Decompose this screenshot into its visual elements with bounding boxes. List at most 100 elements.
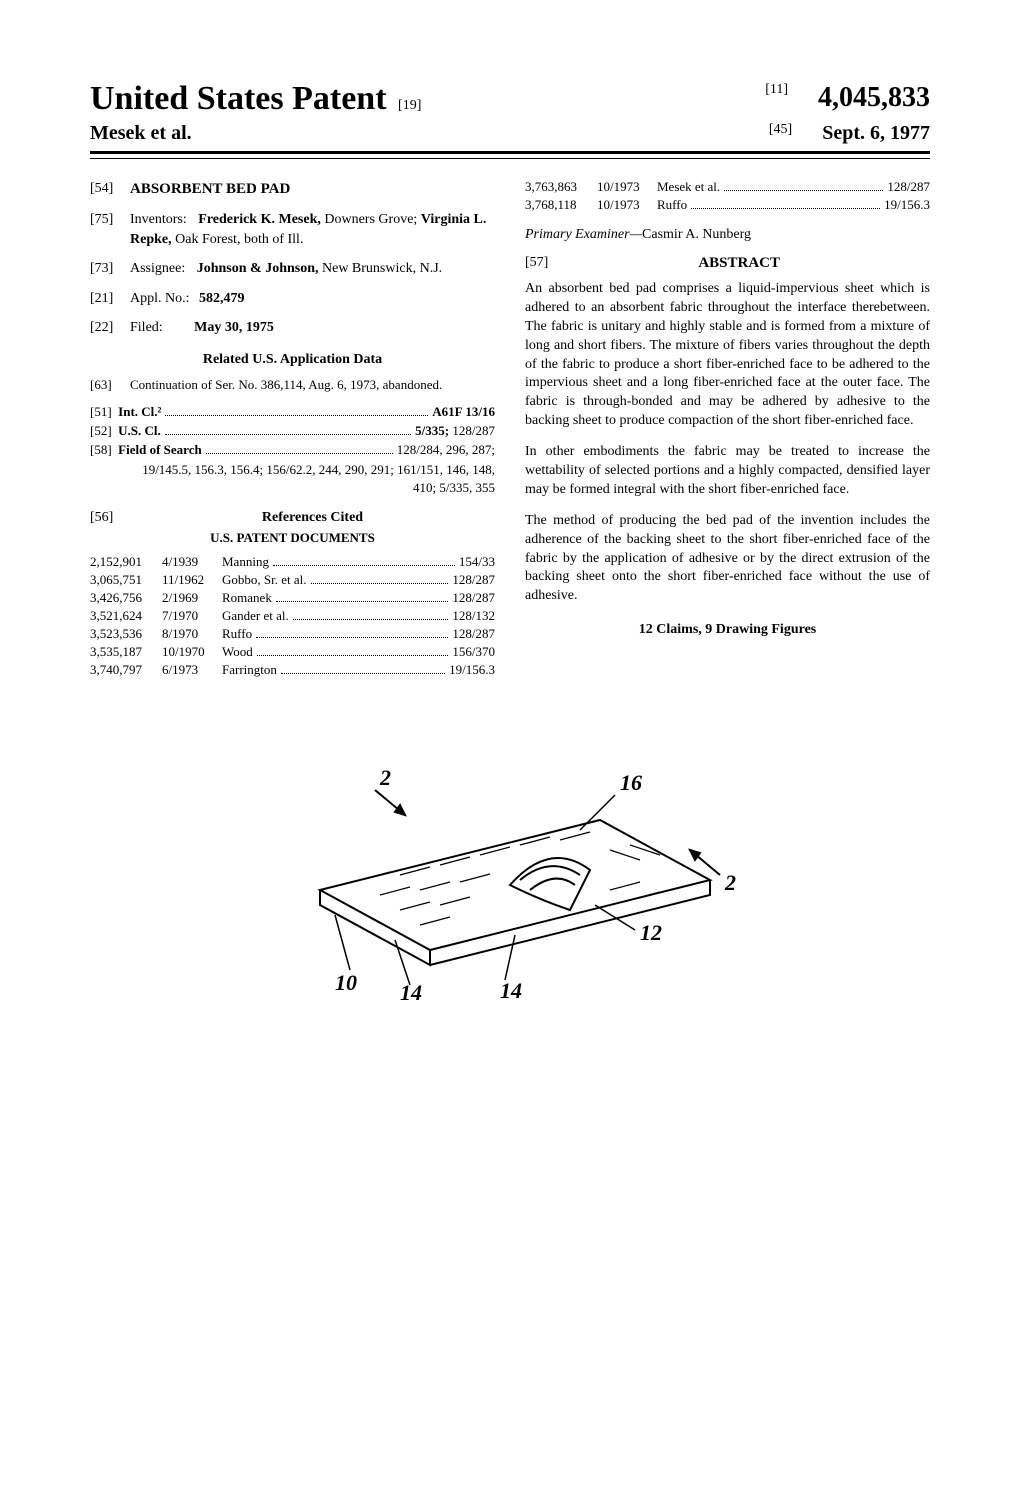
ref-date: 4/1939 <box>162 554 222 570</box>
examiner: Primary Examiner—Casmir A. Nunberg <box>525 227 930 243</box>
field-51: [51] Int. Cl.² A61F 13/16 <box>90 404 495 420</box>
field-label: U.S. Cl. <box>118 423 161 438</box>
field-code: [52] <box>90 423 112 438</box>
related-heading: Related U.S. Application Data <box>90 352 495 368</box>
field-73: [73] Assignee: Johnson & Johnson, New Br… <box>90 259 495 279</box>
ref-date: 6/1973 <box>162 662 222 678</box>
related-text: Continuation of Ser. No. 386,114, Aug. 6… <box>130 376 495 394</box>
abstract-para-2: In other embodiments the fabric may be t… <box>525 443 930 500</box>
ref-date: 7/1970 <box>162 608 222 624</box>
patent-number: 4,045,833 <box>818 82 930 114</box>
ref-date: 10/1973 <box>597 179 657 195</box>
ref-class: 128/287 <box>452 590 495 606</box>
ref-name: Farrington <box>222 662 277 678</box>
field-code: [22] <box>90 318 130 338</box>
top-refs: 3,763,86310/1973Mesek et al. 128/287 3,768… <box>525 179 930 213</box>
us-cl-value: 5/335; 128/287 <box>415 423 495 439</box>
left-column: [54] ABSORBENT BED PAD [75] Inventors: F… <box>90 179 495 680</box>
fig-label-2a: 2 <box>379 765 391 790</box>
field-52: [52] U.S. Cl. 5/335; 128/287 <box>90 423 495 439</box>
abstract-heading: ABSTRACT <box>698 255 780 271</box>
field-label: Assignee: <box>130 261 185 276</box>
divider <box>90 158 930 159</box>
ref-class: 128/132 <box>452 608 495 624</box>
ref-class: 154/33 <box>459 554 495 570</box>
fig-label-12: 12 <box>640 920 662 945</box>
ref-class: 128/287 <box>887 179 930 195</box>
field-label: Inventors: <box>130 212 187 227</box>
filed-value: May 30, 1975 <box>194 320 274 335</box>
ref-name: Gander et al. <box>222 608 289 624</box>
field-22: [22] Filed: May 30, 1975 <box>90 318 495 338</box>
field-label: Filed: <box>130 320 163 335</box>
patent-date: Sept. 6, 1977 <box>822 122 930 145</box>
field-54: [54] ABSORBENT BED PAD <box>90 179 495 200</box>
abstract-header: [57] ABSTRACT <box>525 255 930 272</box>
refs-subheading: U.S. PATENT DOCUMENTS <box>90 530 495 546</box>
patent-figure: 2 16 2 12 10 14 14 <box>260 740 760 1000</box>
fig-label-14b: 14 <box>500 978 522 1000</box>
int-cl-value: A61F 13/16 <box>432 404 495 420</box>
examiner-label: Primary Examiner— <box>525 227 642 242</box>
ref-class: 128/287 <box>452 572 495 588</box>
field-58: [58] Field of Search 128/284, 296, 287; <box>90 442 495 458</box>
header-right: [11] 4,045,833 [45] Sept. 6, 1977 <box>765 82 930 145</box>
reference-row: 3,768,11810/1973Ruffo19/156.3 <box>525 197 930 213</box>
ref-name: Wood <box>222 644 253 660</box>
field-label: Field of Search <box>118 442 202 457</box>
ref-date: 2/1969 <box>162 590 222 606</box>
field-code: [73] <box>90 259 130 279</box>
ref-name: Ruffo <box>222 626 252 642</box>
num-code: [11] <box>765 82 788 114</box>
ref-class: 128/287 <box>452 626 495 642</box>
fig-label-14a: 14 <box>400 980 422 1000</box>
reference-row: 3,521,6247/1970Gander et al. 128/132 <box>90 608 495 624</box>
examiner-name: Casmir A. Nunberg <box>642 227 751 242</box>
field-code: [63] <box>90 376 130 394</box>
ref-num: 3,426,756 <box>90 590 162 606</box>
ref-num: 2,152,901 <box>90 554 162 570</box>
ref-num: 3,740,797 <box>90 662 162 678</box>
refs-heading: References Cited <box>262 510 363 525</box>
ref-name: Manning <box>222 554 269 570</box>
appl-no: Appl. No.: 582,479 <box>130 289 495 309</box>
fos-value: 128/284, 296, 287; <box>397 442 495 458</box>
invention-title: ABSORBENT BED PAD <box>130 179 495 200</box>
field-label: Appl. No.: <box>130 291 190 306</box>
ref-name: Mesek et al. <box>657 179 720 195</box>
abstract-para-1: An absorbent bed pad comprises a liquid-… <box>525 280 930 431</box>
field-code: [21] <box>90 289 130 309</box>
reference-row: 3,535,18710/1970Wood156/370 <box>90 644 495 660</box>
field-63: [63] Continuation of Ser. No. 386,114, A… <box>90 376 495 394</box>
field-code: [51] <box>90 404 112 419</box>
main-columns: [54] ABSORBENT BED PAD [75] Inventors: F… <box>90 179 930 680</box>
ref-date: 11/1962 <box>162 572 222 588</box>
authors: Mesek et al. <box>90 122 421 145</box>
header-left: United States Patent [19] Mesek et al. <box>90 80 421 145</box>
field-code: [75] <box>90 210 130 249</box>
field-21: [21] Appl. No.: 582,479 <box>90 289 495 309</box>
claims-line: 12 Claims, 9 Drawing Figures <box>525 622 930 638</box>
ref-num: 3,763,863 <box>525 179 597 195</box>
ref-date: 10/1973 <box>597 197 657 213</box>
ref-date: 8/1970 <box>162 626 222 642</box>
ref-num: 3,535,187 <box>90 644 162 660</box>
filed: Filed: May 30, 1975 <box>130 318 495 338</box>
figure-area: 2 16 2 12 10 14 14 <box>90 740 930 1005</box>
assignee: Assignee: Johnson & Johnson, New Brunswi… <box>130 259 495 279</box>
abstract-para-3: The method of producing the bed pad of t… <box>525 512 930 606</box>
fig-label-10: 10 <box>335 970 357 995</box>
ref-num: 3,521,624 <box>90 608 162 624</box>
reference-row: 3,065,75111/1962Gobbo, Sr. et al.128/287 <box>90 572 495 588</box>
fos-continuation: 19/145.5, 156.3, 156.4; 156/62.2, 244, 2… <box>140 461 495 497</box>
ref-name: Ruffo <box>657 197 687 213</box>
reference-row: 3,740,7976/1973Farrington19/156.3 <box>90 662 495 678</box>
reference-row: 3,523,5368/1970Ruffo128/287 <box>90 626 495 642</box>
patent-header: United States Patent [19] Mesek et al. [… <box>90 80 930 154</box>
field-code: [54] <box>90 179 130 200</box>
ref-num: 3,065,751 <box>90 572 162 588</box>
fig-label-2b: 2 <box>724 870 736 895</box>
main-title: United States Patent <box>90 80 387 117</box>
reference-row: 2,152,9014/1939Manning 154/33 <box>90 554 495 570</box>
date-code: [45] <box>769 122 792 145</box>
